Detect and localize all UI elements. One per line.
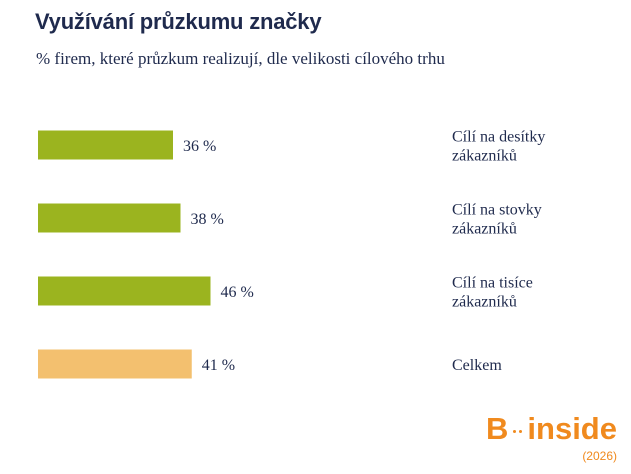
- category-label-line: zákazníků: [452, 221, 517, 238]
- b-inside-logo-icon: B inside: [486, 413, 617, 444]
- chart-subtitle: % firem, které průzkum realizují, dle ve…: [36, 49, 445, 68]
- bar: [38, 203, 181, 233]
- logo-dot: [513, 430, 517, 433]
- bar: [38, 276, 211, 306]
- logo-word-inside: inside: [527, 411, 617, 446]
- category-label-line: Cílí na stovky: [452, 202, 542, 219]
- bar-value-label: 46 %: [221, 284, 254, 301]
- category-label: Celkem: [452, 357, 502, 374]
- category-label-line: zákazníků: [452, 148, 517, 165]
- bar-value-label: 36 %: [183, 138, 216, 155]
- logo-year: (2026): [582, 449, 617, 463]
- bar-value-label: 38 %: [191, 211, 224, 228]
- logo-dot: [519, 430, 523, 433]
- category-label-line: Celkem: [452, 357, 502, 374]
- category-label: Cílí na desítky zákazníků: [452, 129, 545, 165]
- bar-value-label: 41 %: [202, 357, 235, 374]
- category-label-line: Cílí na desítky: [452, 129, 545, 146]
- bar: [38, 349, 192, 379]
- category-label: Cílí na tisíce zákazníků: [452, 275, 533, 311]
- bar: [38, 130, 173, 160]
- category-label-line: Cílí na tisíce: [452, 275, 533, 292]
- logo-letter-b: B: [486, 411, 509, 446]
- category-label-line: zákazníků: [452, 294, 517, 311]
- logo-dots: [513, 430, 523, 433]
- category-label: Cílí na stovky zákazníků: [452, 202, 542, 238]
- chart-title: Využívání průzkumu značky: [35, 9, 322, 34]
